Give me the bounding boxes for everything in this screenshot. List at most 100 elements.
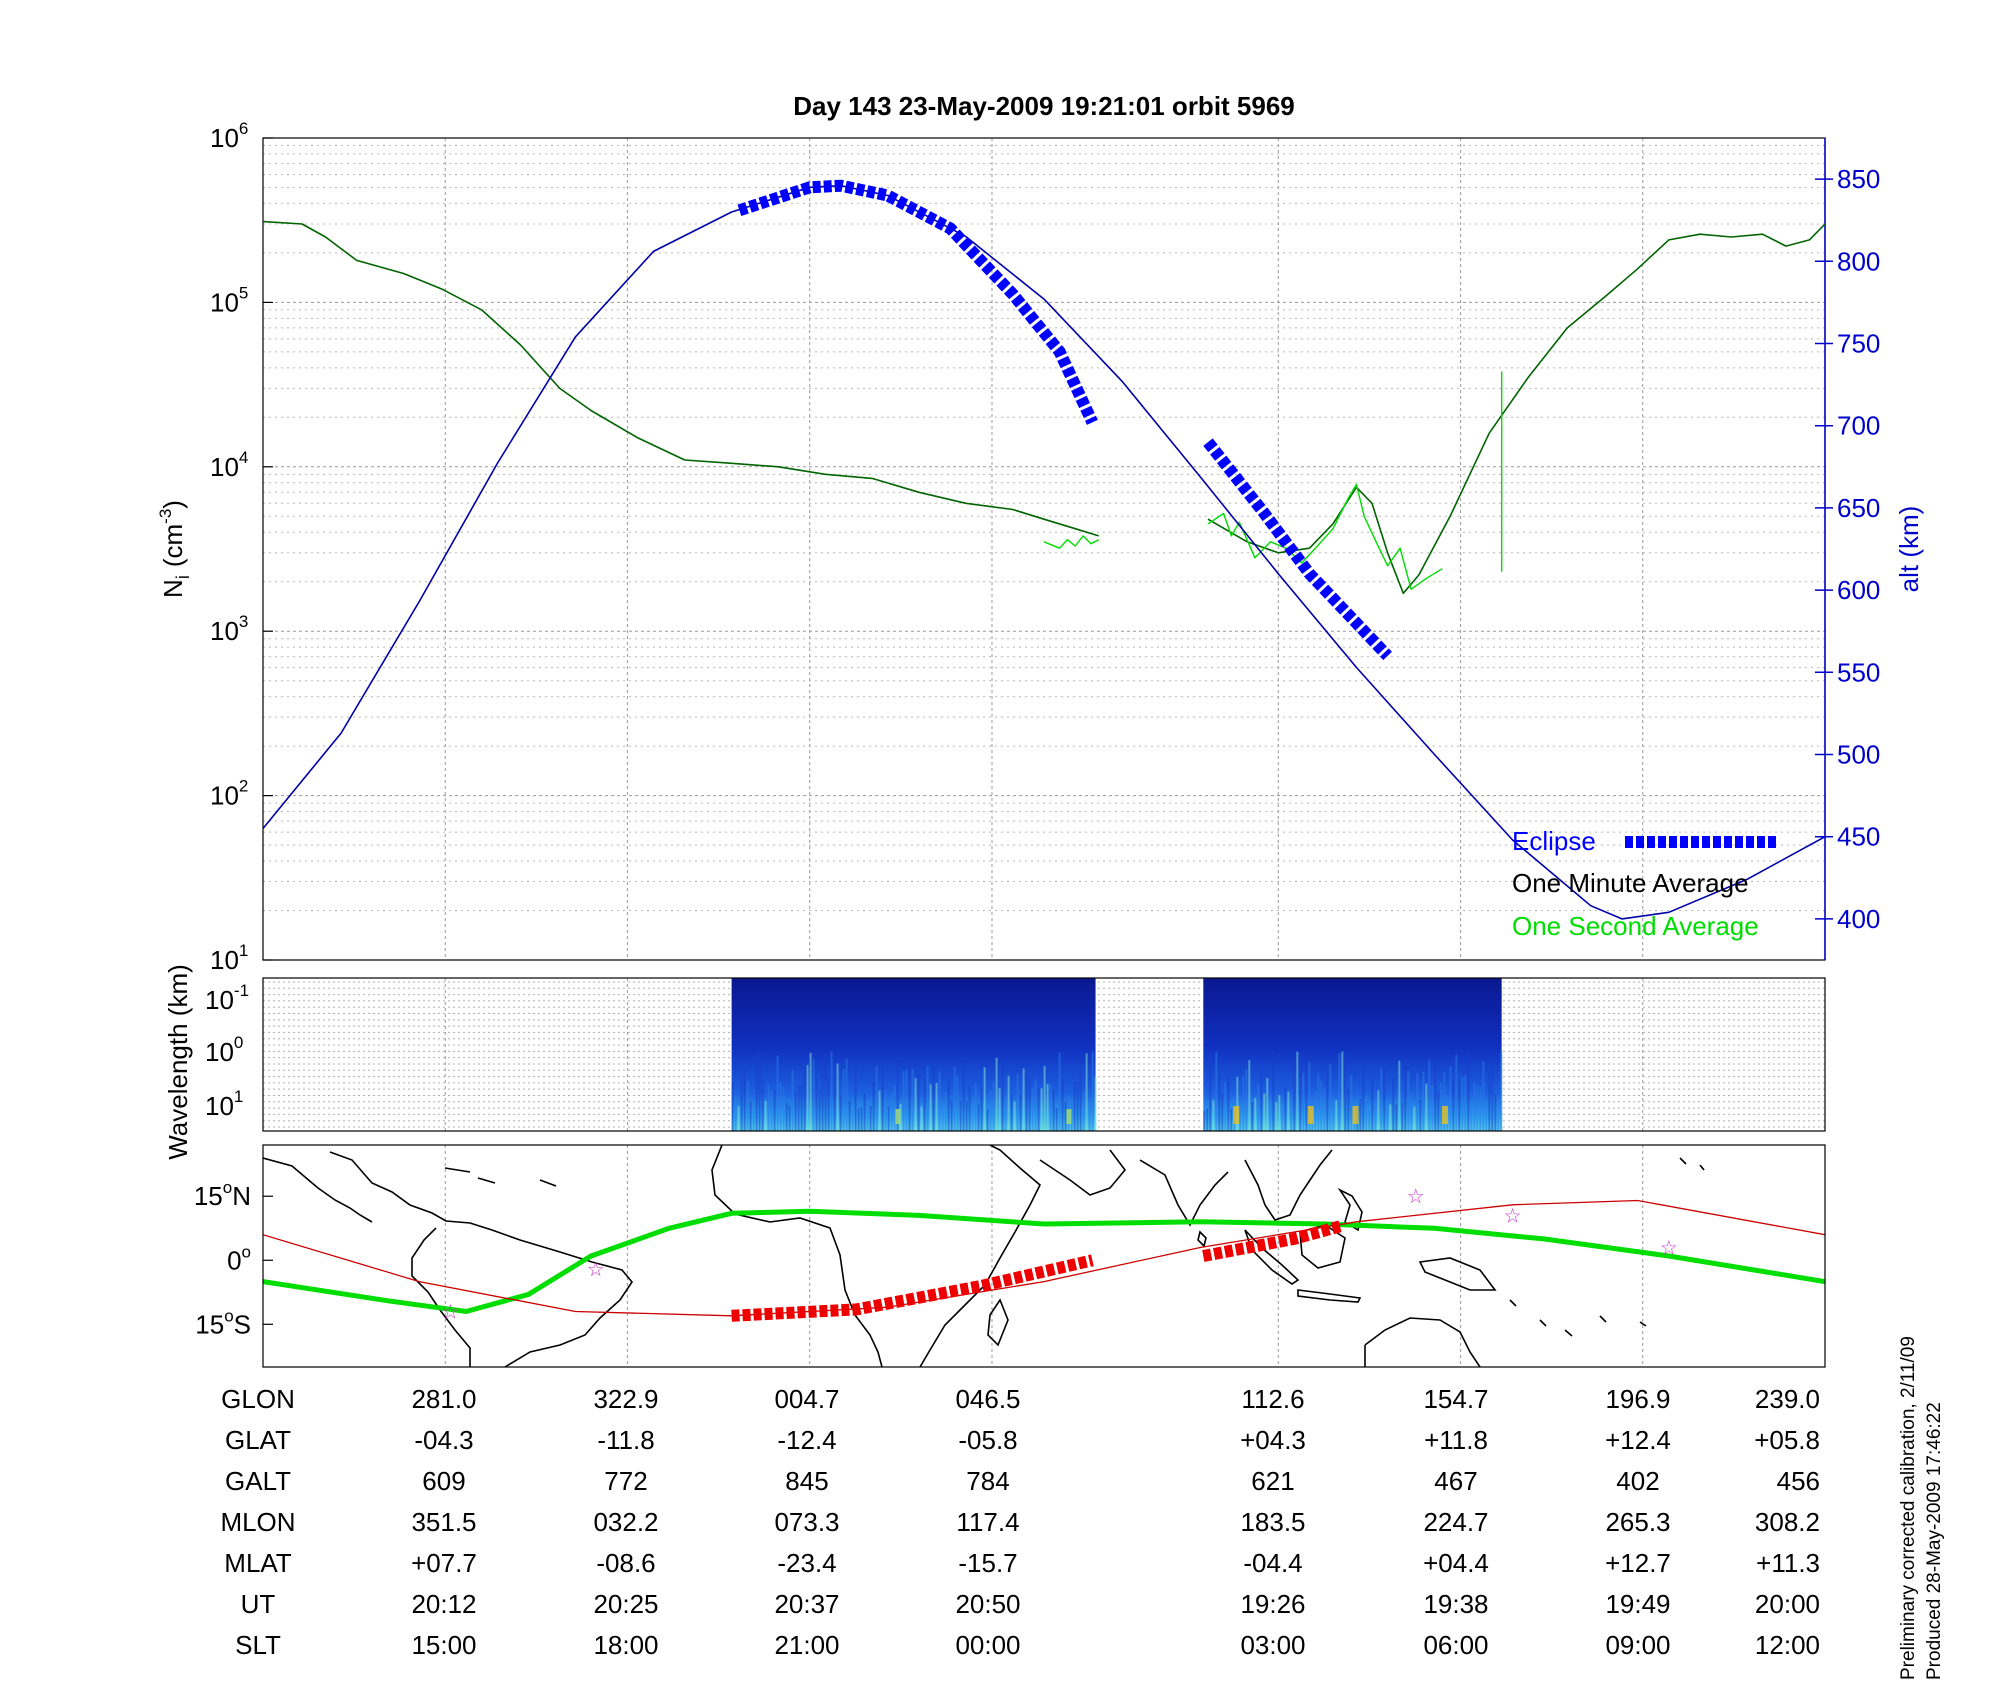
spectrogram-streak [884,1089,887,1131]
y-tick-label: 102 [210,777,248,811]
spectrogram-streak [1350,1075,1353,1131]
table-cell: 09:00 [1605,1630,1670,1660]
spectrogram-streak [731,1081,734,1131]
spectrogram-streak [1221,1093,1224,1131]
spectrogram-streak [806,1065,809,1131]
spectrogram-streak [1272,1051,1275,1131]
spectrogram-streak [785,1102,788,1131]
spectrogram-streak [1275,1102,1278,1131]
spectrogram-streak [1052,1090,1055,1131]
spectrogram-streak [905,1070,908,1131]
spectrogram-streak [1094,1076,1097,1131]
spectrogram-streak [1374,1101,1377,1131]
table-cell: 467 [1434,1466,1477,1496]
spectrogram-streak [1227,1075,1230,1131]
spectrogram-streak [992,1081,995,1131]
spectrogram-streak [1398,1060,1401,1131]
table-cell: 20:25 [593,1589,658,1619]
y-axis-label: Ni (cm-3) [156,500,193,598]
spectrogram-streak [797,1084,800,1131]
spectrogram-streak [1317,1073,1320,1131]
map-tick-label: 0o [227,1242,251,1275]
spectrogram-streak [932,1067,935,1131]
spectrogram-streak [953,1066,956,1131]
y-tick-base: 10 [210,781,239,811]
spectrogram-streak [893,1084,896,1131]
coastline-pacific-islands [1509,1157,1705,1337]
spectrogram-streak [1076,1081,1079,1131]
y-tick-base: 10 [210,287,239,317]
spectrogram-streak [1329,1063,1332,1131]
table-cell: +04.3 [1240,1425,1306,1455]
series-altitude [263,184,1825,920]
series-one-minute-average [1207,223,1825,595]
spectrogram-streak [1410,1093,1413,1131]
y-tick-label: 103 [210,612,248,646]
y2-tick-label: 600 [1837,575,1880,605]
spectrogram-streak [986,1109,989,1131]
spectrogram-hotspot [1307,1106,1314,1124]
table-cell: 784 [966,1466,1009,1496]
spectrogram-streak [821,1069,824,1131]
spectrogram-streak [1452,1081,1455,1131]
y2-tick-label: 550 [1837,657,1880,687]
table-cell: 609 [422,1466,465,1496]
footer-line-1: Preliminary corrected calibration, 2/11/… [1898,1336,1919,1680]
spectrogram-streak [803,1066,806,1131]
spectrogram-streak [881,1067,884,1131]
table-cell: +04.4 [1423,1548,1489,1578]
spectrogram-streak [1070,1098,1073,1131]
y2-tick-label: 400 [1837,904,1880,934]
spectrogram-streak [1458,1081,1461,1131]
y-axis-label-main: N [158,579,188,598]
spectrogram-streak [857,1107,860,1131]
spectrogram-streak [758,1053,761,1131]
table-cell: 18:00 [593,1630,658,1660]
spectrogram-streak [911,1068,914,1131]
spectrogram-streak [839,1095,842,1131]
spec-tick-label: 100 [205,1033,243,1067]
footer-line-2: Produced 28-May-2009 17:46:22 [1924,1402,1945,1680]
spectrogram-streak [1287,1091,1290,1131]
spectrogram-streak [923,1077,926,1131]
map-eclipse-track [731,1254,1094,1322]
map-tick-degree-icon: o [242,1242,251,1261]
table-cell: 224.7 [1423,1507,1488,1537]
table-cell: 19:38 [1423,1589,1488,1619]
table-cell: 239.0 [1755,1384,1820,1414]
table-cell: +11.8 [1424,1425,1488,1455]
spectrogram-streak [947,1080,950,1131]
spectrogram-streak [1299,1051,1302,1131]
legend-minute-label: One Minute Average [1512,868,1749,898]
spectrogram-streak [863,1093,866,1131]
spectrogram-streak [899,1103,902,1131]
spectrogram-streak [1242,1076,1245,1131]
station-star-icon: ☆ [587,1259,605,1281]
spectrogram-streak [1500,1051,1503,1131]
spectrogram-streak [1239,1107,1242,1131]
table-cell: 281.0 [411,1384,476,1414]
spectrogram-streak [1061,1078,1064,1131]
spectrogram-streak [1079,1073,1082,1131]
table-cell: 117.4 [956,1507,1019,1537]
spectrogram-streak [1212,1100,1215,1131]
spectrogram-streak [761,1077,764,1131]
spectrogram-streak [1031,1087,1034,1131]
table-cell: 308.2 [1755,1507,1820,1537]
y2-tick-label: 800 [1837,246,1880,276]
table-cell: -04.3 [414,1425,473,1455]
spectrogram-streak [1296,1051,1299,1131]
spectrogram-streak [818,1089,821,1131]
spectrogram-streak [1308,1061,1311,1131]
table-cell: 21:00 [774,1630,839,1660]
spectrogram-streak [1479,1086,1482,1131]
spectrogram-streak [851,1109,854,1131]
map-series: ☆ ☆ ☆ ☆ ☆ [263,1186,1825,1324]
table-cell: -05.8 [958,1425,1017,1455]
spectrogram-streak [1344,1052,1347,1131]
coastline-central-america [263,1157,373,1223]
spectrogram-streak [1230,1109,1233,1131]
spectrogram-streak [1419,1099,1422,1131]
table-cell: 20:00 [1755,1589,1820,1619]
